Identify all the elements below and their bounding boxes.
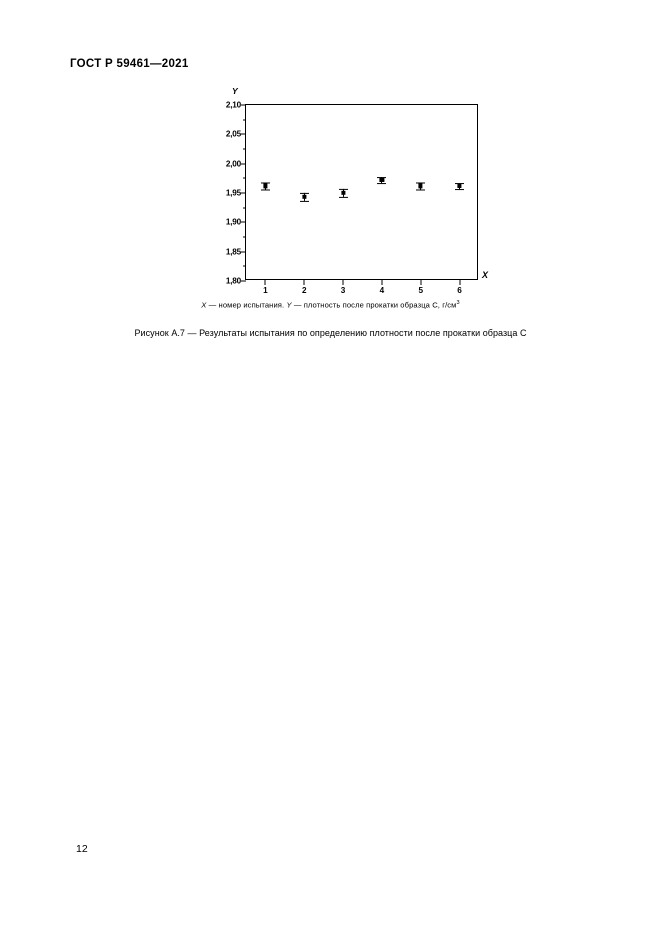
data-point-marker	[340, 190, 346, 196]
error-bar-cap-upper	[377, 177, 387, 179]
error-bar-cap-lower	[455, 188, 465, 190]
error-bar-cap-upper	[416, 182, 426, 184]
scatter-chart: Y X 2,10 2,05 2,00 1,95 1,90 1,85 1,80 1 2 3 4 5 6	[210, 86, 490, 295]
x-axis-tickmark	[459, 279, 461, 285]
error-bar-cap-upper	[455, 183, 465, 185]
data-point	[455, 183, 465, 190]
x-axis-tickmark	[420, 279, 422, 285]
legend-y-text: — плотность после прокатки образца С, г/…	[291, 300, 457, 310]
error-bar-cap-lower	[260, 189, 270, 191]
y-axis-tick-label: 1,80	[225, 276, 241, 286]
y-axis-tickmark	[241, 133, 246, 135]
data-point-marker	[379, 177, 384, 183]
legend-y-symbol: Y	[286, 300, 292, 310]
y-axis-minor-tickmark	[242, 236, 246, 238]
x-axis-tick-label: 4	[379, 286, 385, 295]
y-axis-tick-label: 1,85	[225, 247, 241, 257]
x-axis-tick-label: 5	[418, 286, 424, 295]
y-axis-tick-label: 1,95	[225, 188, 241, 198]
y-axis-tickmark	[241, 192, 246, 194]
legend-x-symbol: X	[201, 300, 207, 310]
y-axis-tick-label: 2,10	[225, 100, 241, 110]
y-axis-tick-label: 1,90	[225, 217, 241, 227]
x-axis-tick-label: 6	[457, 286, 462, 295]
error-bar-cap-upper	[260, 182, 270, 184]
x-axis-tickmark	[342, 279, 344, 285]
y-axis-tickmark	[241, 163, 246, 165]
y-axis-tick-label: 2,00	[225, 159, 241, 169]
data-point	[260, 182, 270, 191]
y-axis-minor-tickmark	[242, 265, 246, 267]
y-axis-minor-tickmark	[242, 148, 246, 150]
error-bar-cap-upper	[299, 192, 309, 194]
data-point-marker	[302, 194, 307, 199]
data-point	[416, 182, 426, 191]
document-standard-header: ГОСТ Р 59461—2021	[70, 58, 189, 70]
x-axis-tick-label: 3	[340, 286, 346, 295]
error-bar-cap-upper	[338, 188, 348, 190]
x-axis-tickmark	[303, 279, 305, 285]
data-point-marker	[457, 183, 462, 189]
error-bar-cap-lower	[416, 189, 426, 191]
data-point-marker	[418, 183, 423, 189]
error-bar-cap-lower	[299, 200, 309, 202]
x-axis-tickmark	[381, 279, 383, 285]
x-axis-tick-label: 1	[263, 286, 268, 295]
legend-x-text: — номер испытания.	[206, 300, 287, 310]
y-axis-title: Y	[232, 86, 238, 96]
y-axis-minor-tickmark	[242, 119, 246, 121]
data-point	[338, 188, 348, 199]
y-axis-tick-label: 2,05	[225, 129, 241, 139]
x-axis-title: X	[482, 270, 489, 280]
error-bar-cap-lower	[338, 197, 348, 199]
y-axis-tickmark	[241, 251, 246, 253]
y-axis-minor-tickmark	[242, 207, 246, 209]
legend-y-unit-exponent: 3	[456, 300, 460, 306]
error-bar-cap-lower	[377, 183, 387, 185]
data-point	[377, 177, 387, 185]
data-point-marker	[263, 183, 268, 189]
plot-area: 2,10 2,05 2,00 1,95 1,90 1,85 1,80 1 2 3 4 5 6	[226, 101, 478, 295]
figure-legend: X — номер испытания. Y — плотность после…	[0, 300, 661, 310]
y-axis-tickmark	[241, 221, 246, 223]
page-number: 12	[76, 843, 88, 855]
x-axis-tickmark	[264, 279, 266, 285]
y-axis-tickmark	[241, 280, 246, 282]
y-axis-tickmark	[241, 104, 246, 106]
data-point	[299, 192, 309, 202]
figure-caption: Рисунок А.7 — Результаты испытания по оп…	[134, 328, 527, 338]
y-axis-minor-tickmark	[242, 177, 246, 179]
x-axis-tick-label: 2	[301, 286, 307, 295]
